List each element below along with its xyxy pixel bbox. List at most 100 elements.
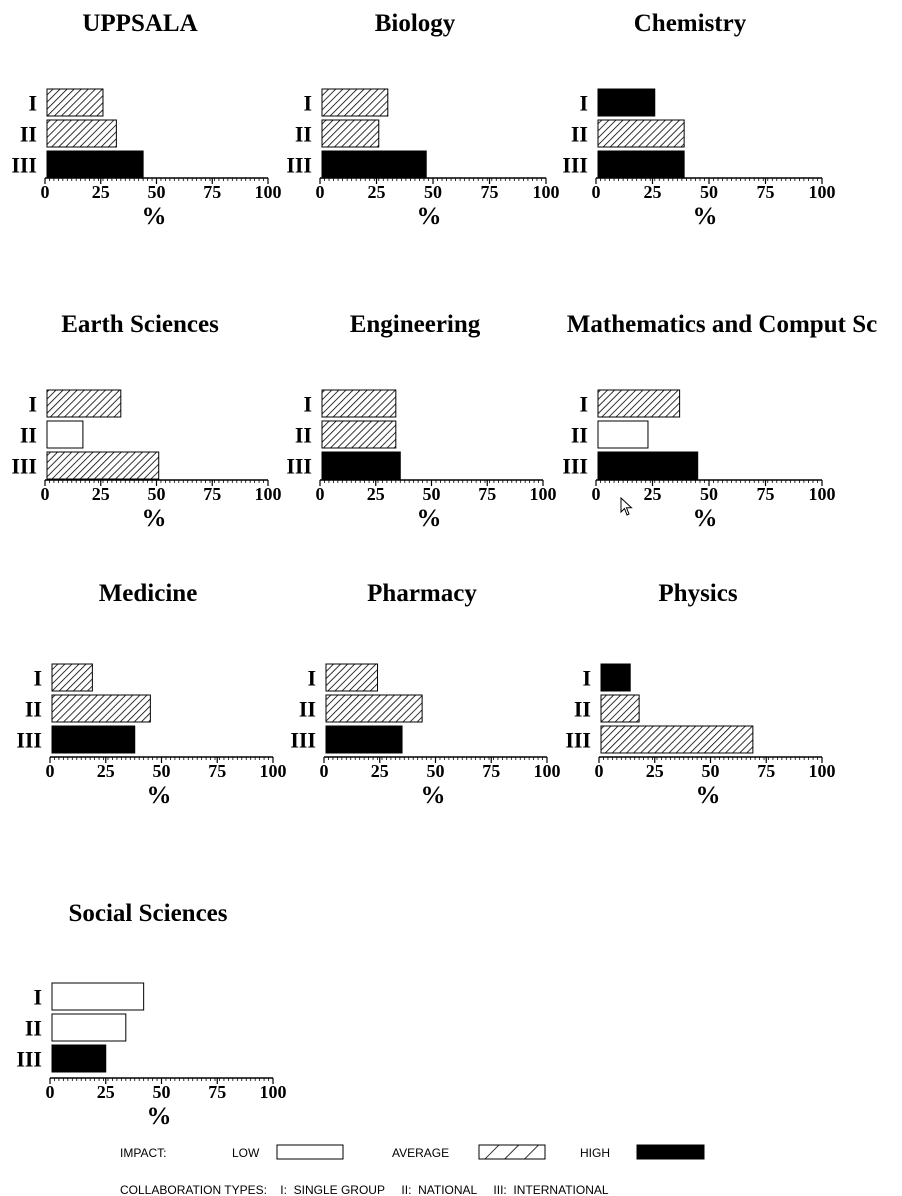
category-label: II	[25, 697, 42, 722]
bar-ii	[46, 119, 117, 148]
tick-label: 75	[478, 484, 496, 504]
chart-title: Physics	[658, 580, 737, 607]
tick-label: 75	[757, 182, 775, 202]
tick-label: 25	[367, 484, 385, 504]
tick-label: 50	[153, 761, 171, 781]
category-label: II	[571, 122, 588, 147]
legend-collaboration-types: COLLABORATION TYPES: I: SINGLE GROUP II:…	[120, 1183, 609, 1196]
tick-label: 50	[700, 484, 718, 504]
legend-average-swatch	[478, 1144, 546, 1160]
tick-label: 100	[255, 182, 282, 202]
axis-unit-label: %	[142, 505, 167, 532]
axis-unit-label: %	[696, 782, 721, 809]
tick-label: 75	[757, 484, 775, 504]
tick-label: 25	[371, 761, 389, 781]
category-label: I	[307, 666, 316, 691]
legend-high-label: HIGH	[580, 1146, 610, 1160]
category-label: I	[28, 91, 37, 116]
tick-label: 75	[203, 182, 221, 202]
tick-label: 25	[92, 182, 110, 202]
tick-label: 0	[316, 182, 325, 202]
axis-unit-label: %	[417, 505, 442, 532]
bar-ii	[597, 119, 685, 148]
category-label: III	[11, 454, 37, 479]
category-label: II	[571, 423, 588, 448]
chart-title: Pharmacy	[367, 580, 477, 607]
tick-label: 25	[97, 761, 115, 781]
chart-title: Chemistry	[634, 10, 747, 37]
category-label: II	[574, 697, 591, 722]
tick-label: 100	[255, 484, 282, 504]
tick-label: 75	[757, 761, 775, 781]
category-label: II	[20, 423, 37, 448]
chart-title: Social Sciences	[68, 900, 227, 927]
tick-label: 100	[260, 1082, 287, 1102]
tick-label: 0	[320, 761, 329, 781]
tick-label: 0	[592, 182, 601, 202]
bar-i	[600, 663, 631, 692]
tick-label: 75	[481, 182, 499, 202]
tick-label: 0	[316, 484, 325, 504]
category-label: II	[295, 122, 312, 147]
bar-ii	[321, 420, 397, 449]
mouse-pointer-icon	[620, 497, 633, 516]
bar-iii	[51, 1044, 107, 1073]
axis-unit-label: %	[147, 1103, 172, 1130]
tick-label: 0	[41, 484, 50, 504]
category-label: III	[11, 153, 37, 178]
category-label: III	[16, 728, 42, 753]
category-label: I	[33, 666, 42, 691]
category-label: III	[562, 153, 588, 178]
tick-label: 0	[46, 1082, 55, 1102]
bar-iii	[46, 451, 160, 480]
bar-ii	[325, 694, 423, 723]
chart-title: Biology	[375, 10, 456, 37]
chart-title: Earth Sciences	[61, 311, 219, 338]
chart-title: Mathematics and Comput Sc	[567, 311, 877, 338]
legend-high-swatch	[636, 1144, 705, 1160]
tick-label: 100	[809, 761, 836, 781]
bar-ii	[46, 420, 84, 449]
bar-ii	[597, 420, 649, 449]
axis-unit-label: %	[693, 505, 718, 532]
tick-label: 50	[148, 484, 166, 504]
chart-title: Medicine	[99, 580, 198, 607]
bar-i	[46, 88, 104, 117]
tick-label: 100	[530, 484, 557, 504]
bar-i	[321, 389, 397, 418]
tick-label: 0	[592, 484, 601, 504]
bar-ii	[600, 694, 640, 723]
tick-label: 100	[534, 761, 561, 781]
category-label: I	[303, 91, 312, 116]
tick-label: 25	[644, 182, 662, 202]
category-label: III	[286, 153, 312, 178]
tick-label: 100	[809, 182, 836, 202]
category-label: III	[565, 728, 591, 753]
tick-label: 75	[203, 484, 221, 504]
tick-label: 25	[368, 182, 386, 202]
legend-low-label: LOW	[232, 1146, 260, 1160]
tick-label: 50	[427, 761, 445, 781]
legend-average-label: AVERAGE	[392, 1146, 449, 1160]
tick-label: 100	[260, 761, 287, 781]
bar-i	[325, 663, 379, 692]
axis-unit-label: %	[147, 782, 172, 809]
category-label: III	[562, 454, 588, 479]
bar-iii	[597, 150, 685, 179]
category-label: II	[25, 1016, 42, 1041]
bar-i	[46, 389, 122, 418]
tick-label: 25	[644, 484, 662, 504]
tick-label: 100	[809, 484, 836, 504]
tick-label: 0	[41, 182, 50, 202]
tick-label: 75	[208, 1082, 226, 1102]
bar-ii	[51, 694, 151, 723]
bar-iii	[321, 150, 427, 179]
tick-label: 50	[423, 484, 441, 504]
